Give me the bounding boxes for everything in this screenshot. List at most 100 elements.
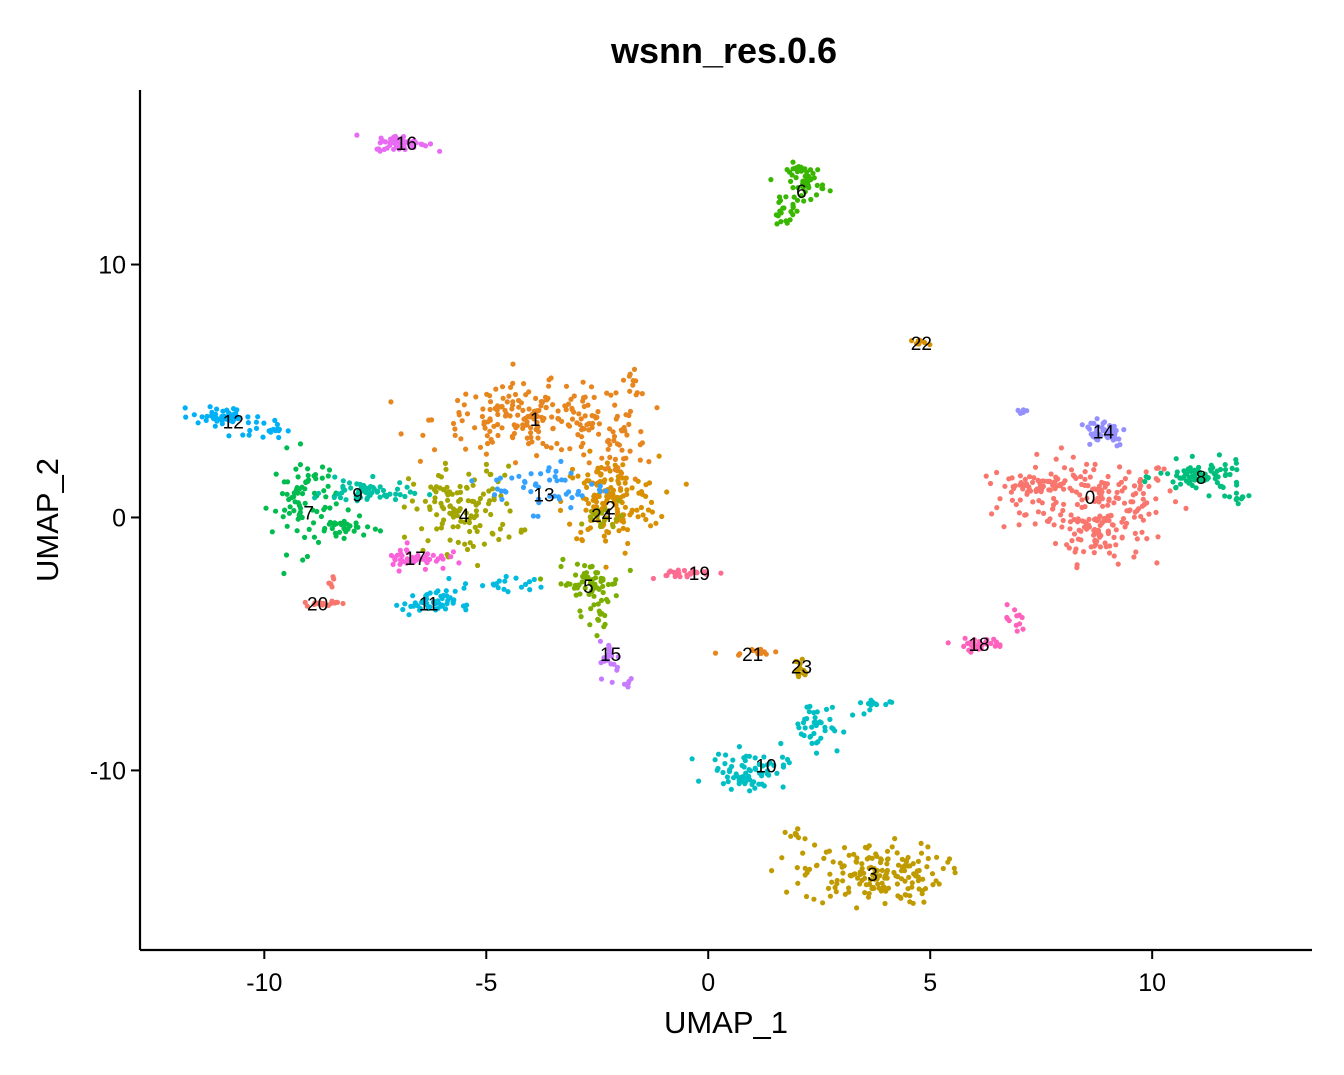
cluster-1-point	[514, 423, 520, 429]
cluster-4-point	[483, 468, 490, 474]
cluster-0-point	[1068, 467, 1075, 473]
cluster-22-point	[922, 339, 928, 346]
cluster-10-point	[760, 763, 766, 769]
cluster-13-point	[535, 513, 541, 519]
cluster-0-point	[1058, 512, 1064, 518]
cluster-10-point	[806, 709, 812, 715]
cluster-1-point	[533, 395, 539, 401]
cluster-12-point	[225, 413, 231, 420]
cluster-24-point	[588, 508, 595, 514]
cluster-6-point	[790, 201, 796, 207]
cluster-7-point	[295, 474, 301, 480]
cluster-1-point	[569, 416, 576, 422]
cluster-8-point	[1246, 493, 1252, 499]
cluster-13-point	[568, 470, 574, 476]
cluster-24-point	[597, 523, 604, 530]
cluster-13-point	[552, 474, 558, 480]
cluster-2-point	[578, 529, 584, 535]
cluster-7-point	[341, 522, 347, 529]
cluster-20-point	[320, 600, 327, 607]
cluster-3-point	[837, 860, 843, 866]
cluster-9-point	[340, 485, 346, 491]
cluster-1-point	[562, 403, 569, 410]
cluster-0-point	[1030, 499, 1036, 505]
cluster-3-point	[807, 866, 813, 872]
cluster-4-point	[457, 506, 463, 512]
cluster-8-point	[1187, 478, 1193, 484]
cluster-10-point	[771, 762, 777, 769]
cluster-label-17: 17	[405, 549, 426, 570]
cluster-label-23: 23	[791, 658, 812, 679]
cluster-16-point	[392, 135, 398, 141]
cluster-0-point	[989, 511, 995, 517]
cluster-2-point	[616, 528, 622, 534]
cluster-5-point	[582, 585, 588, 591]
cluster-4-point	[447, 510, 453, 516]
cluster-7-point	[286, 510, 292, 516]
cluster-7-point	[273, 508, 279, 514]
cluster-2-point	[591, 492, 598, 498]
cluster-7-point	[305, 478, 311, 484]
cluster-1-point	[500, 395, 506, 401]
cluster-9-point	[380, 487, 387, 494]
cluster-11-point	[443, 588, 449, 594]
cluster-4-point	[463, 510, 469, 516]
cluster-7-point	[302, 500, 308, 506]
cluster-8-point	[1197, 476, 1203, 482]
cluster-20-points	[302, 574, 346, 609]
cluster-1-point	[627, 408, 634, 414]
cluster-3-point	[884, 848, 891, 854]
cluster-7-point	[295, 500, 301, 506]
cluster-1-point	[584, 422, 590, 428]
cluster-3-point	[839, 864, 845, 870]
cluster-0-point	[1119, 519, 1125, 525]
cluster-3-point	[878, 856, 884, 862]
cluster-10-point	[747, 788, 753, 794]
cluster-11-point	[460, 603, 467, 609]
cluster-3-point	[903, 858, 910, 865]
cluster-6-point	[794, 169, 801, 175]
cluster-6-point	[788, 209, 794, 215]
cluster-11-point	[424, 592, 430, 598]
cluster-label-10: 10	[755, 756, 776, 777]
cluster-6-point	[780, 205, 786, 211]
cluster-10-point	[800, 720, 807, 726]
cluster-3-point	[899, 856, 905, 862]
cluster-3-point	[803, 893, 810, 900]
cluster-18-point	[978, 646, 984, 652]
cluster-7-point	[312, 472, 319, 478]
cluster-4-point	[401, 534, 408, 540]
cluster-13-point	[530, 513, 537, 519]
cluster-13-point	[528, 471, 534, 477]
cluster-17-point	[404, 540, 410, 546]
cluster-1-point	[621, 424, 627, 431]
cluster-1-point	[630, 382, 636, 388]
cluster-2-point	[618, 517, 624, 524]
cluster-11-point	[435, 598, 441, 604]
cluster-10-point	[712, 757, 718, 763]
cluster-0-point	[1079, 497, 1085, 503]
cluster-0-point	[1049, 480, 1055, 486]
cluster-10-point	[827, 716, 833, 723]
points-layer	[182, 132, 1252, 911]
cluster-4-point	[467, 528, 473, 535]
cluster-11-point	[451, 597, 457, 603]
cluster-10-point	[867, 707, 873, 713]
cluster-1-point	[512, 391, 519, 398]
cluster-3-point	[882, 875, 888, 881]
cluster-0-point	[1035, 487, 1041, 493]
cluster-4-points	[401, 460, 528, 569]
cluster-13-point	[516, 473, 522, 479]
cluster-4-point	[472, 524, 478, 531]
cluster-1-point	[591, 394, 597, 400]
cluster-1-point	[605, 438, 611, 445]
cluster-0-point	[1017, 473, 1024, 479]
cluster-0-point	[1101, 480, 1107, 486]
cluster-1-point	[464, 411, 471, 417]
x-tick-label: 0	[701, 969, 715, 997]
cluster-8-point	[1177, 481, 1184, 487]
cluster-2-point	[615, 474, 621, 480]
cluster-17-point	[427, 556, 433, 563]
cluster-4-point	[441, 517, 447, 523]
